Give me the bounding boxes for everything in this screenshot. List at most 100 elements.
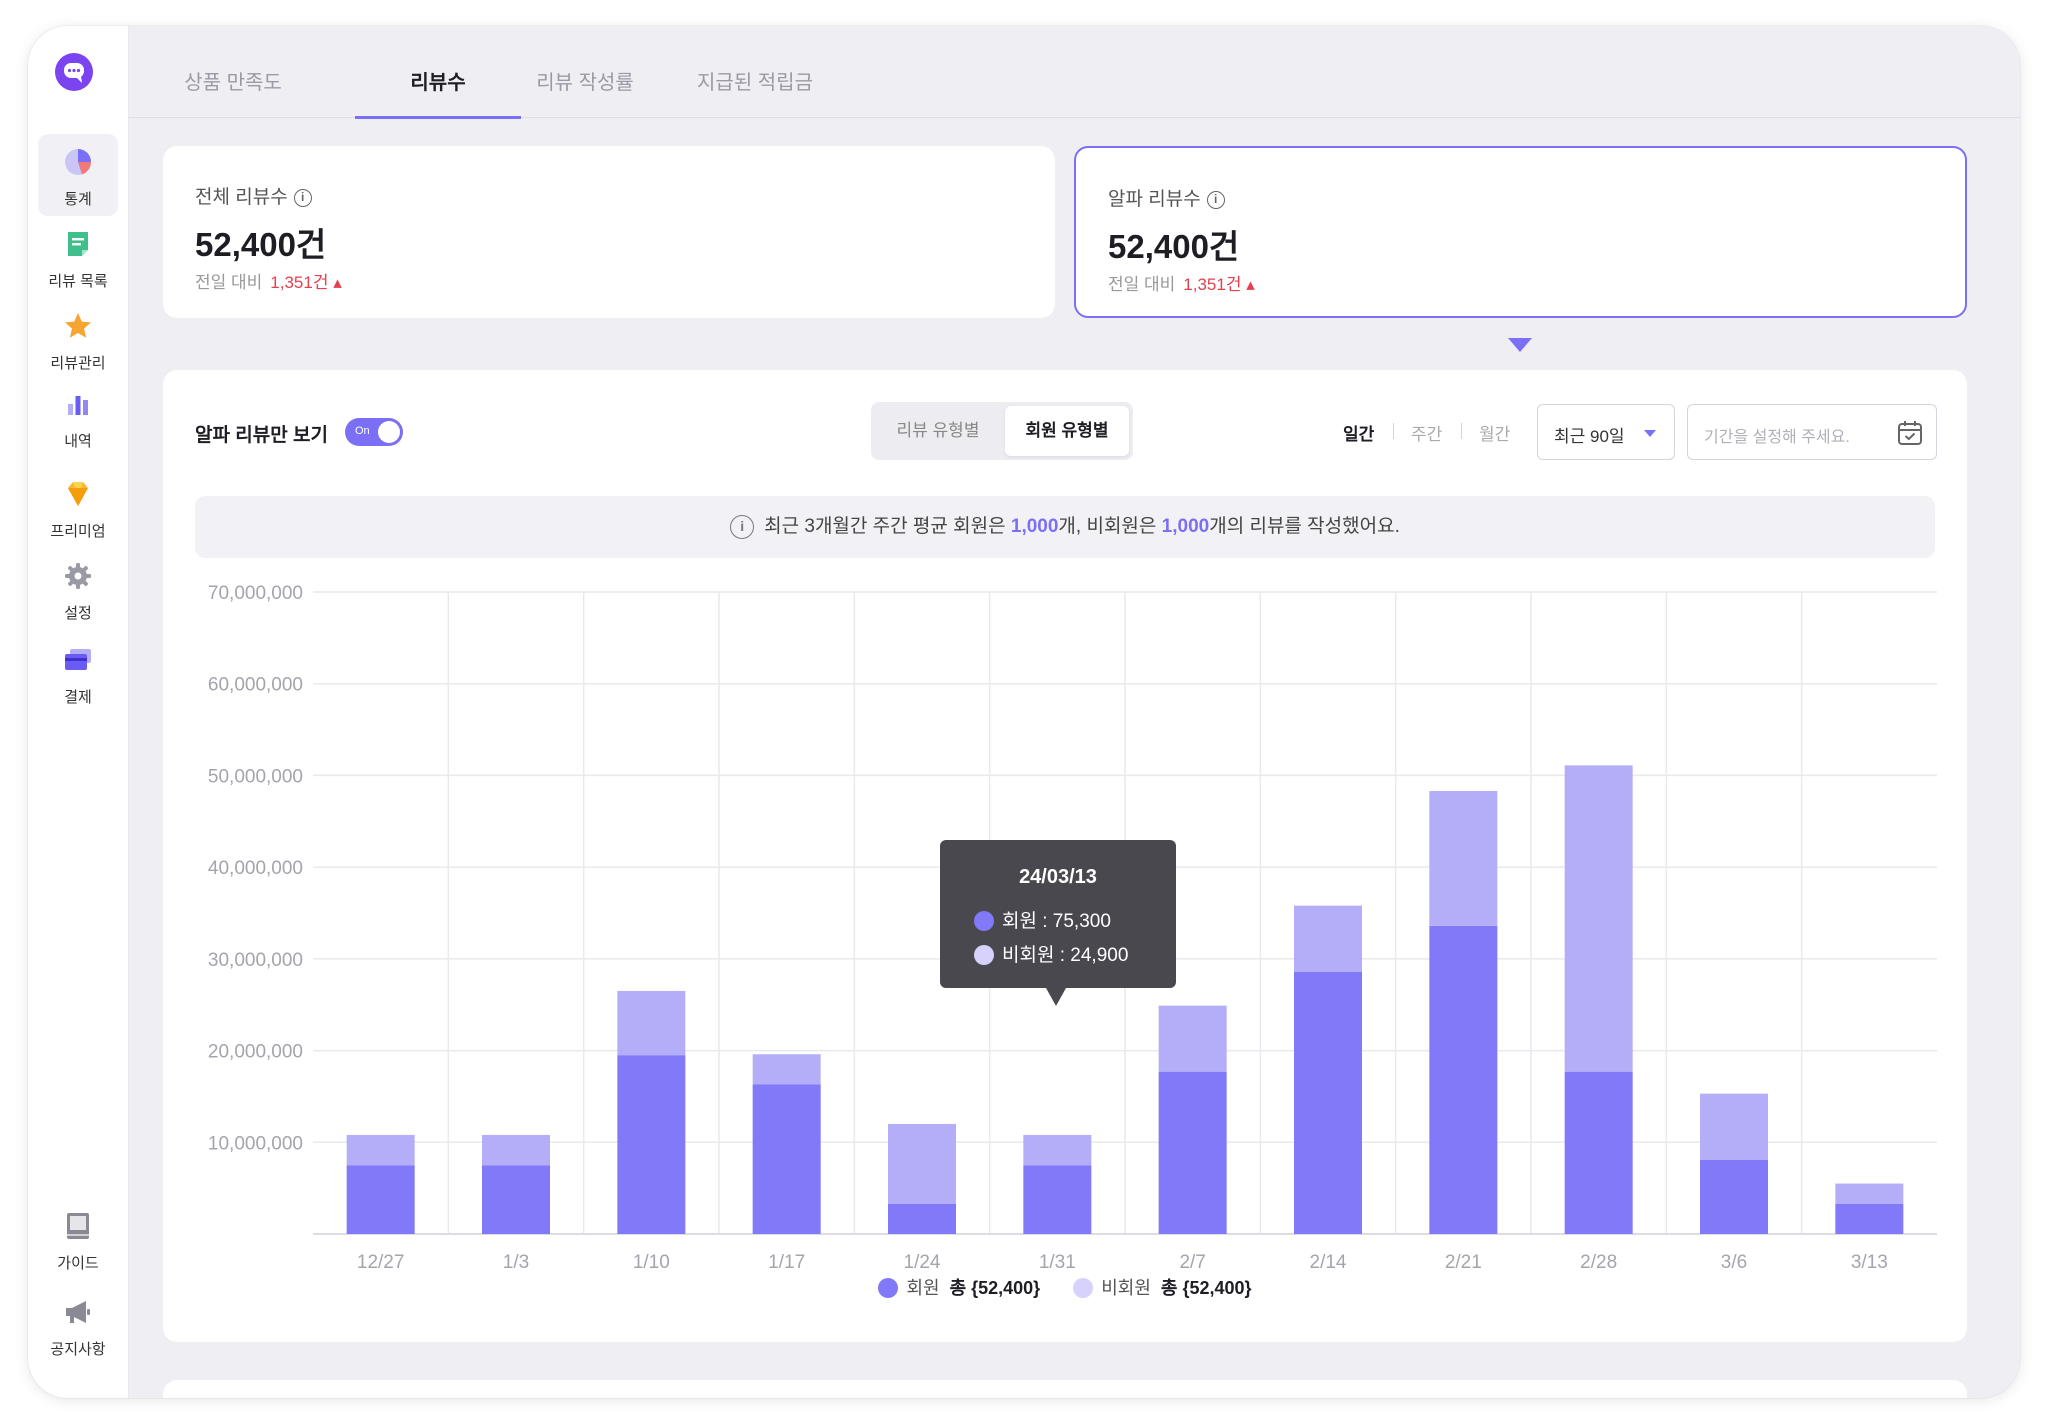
x-tick-label: 1/31 <box>1039 1252 1076 1273</box>
tooltip-title: 24/03/13 <box>1019 866 1097 888</box>
stacked-bar-chart: 70,000,000 60,000,000 50,000,000 40,000,000… <box>208 583 1937 1273</box>
tab-label: 리뷰수 <box>410 72 466 94</box>
bar-member <box>1158 1071 1227 1234</box>
alpha-filter-toggle[interactable]: On <box>345 418 403 446</box>
chart-legend: 회원 총 {52,400} 비회원 총 {52,400} <box>163 1274 1967 1300</box>
calendar-icon[interactable] <box>1896 419 1924 447</box>
member-average: 1,000 <box>1010 516 1059 537</box>
divider <box>1393 423 1394 439</box>
y-tick-label: 70,000,000 <box>208 583 303 604</box>
bar-nonmember <box>1564 765 1633 1072</box>
sidebar-item-label: 공지사항 <box>50 1341 106 1358</box>
legend-item-member[interactable]: 회원 총 {52,400} <box>878 1274 1040 1300</box>
stat-label: 전체 리뷰수 i <box>195 182 312 209</box>
sidebar-item-notice[interactable]: 공지사항 <box>38 1284 118 1366</box>
divider <box>1461 423 1462 439</box>
document-icon <box>68 232 88 256</box>
bar-nonmember <box>1429 791 1498 926</box>
sidebar-item-payment[interactable]: 결제 <box>38 632 118 714</box>
stat-delta: 전일 대비 1,351건 ▴ <box>195 273 342 292</box>
bar-chart-icon <box>68 396 88 415</box>
y-tick-label: 60,000,000 <box>208 675 303 696</box>
notice-banner: i 최근 3개월간 주간 평균 회원은 1,000개, 비회원은 1,000개의 … <box>195 496 1935 558</box>
chart-panel: 알파 리뷰만 보기 On 리뷰 유형별 회원 유형별 일간 주간 월간 최근 9… <box>163 370 1967 1342</box>
tab-bar: 상품 만족도 리뷰수 리뷰 작성률 지급된 적립금 <box>129 26 2020 119</box>
chevron-down-icon <box>1644 430 1656 437</box>
active-tab-indicator <box>355 116 521 119</box>
tab-satisfaction[interactable]: 상품 만족도 <box>173 66 293 118</box>
app-window: 통계 리뷰 목록 리뷰관리 내역 <box>28 26 2020 1398</box>
megaphone-icon <box>66 1301 90 1323</box>
gem-icon <box>68 482 88 506</box>
bar-member <box>1835 1203 1904 1234</box>
sidebar-item-review-list[interactable]: 리뷰 목록 <box>38 216 118 298</box>
x-tick-label: 1/3 <box>503 1252 529 1273</box>
info-icon[interactable]: i <box>1206 190 1225 209</box>
credit-card-icon <box>65 649 91 670</box>
date-range-input[interactable]: 기간을 설정해 주세요. <box>1687 404 1937 460</box>
legend-dot <box>1073 1278 1094 1298</box>
sidebar-item-label: 리뷰 목록 <box>48 273 108 290</box>
sidebar-item-label: 내역 <box>64 433 92 450</box>
gear-icon <box>65 563 91 589</box>
bar-nonmember <box>752 1054 821 1085</box>
sidebar-item-label: 통계 <box>64 191 92 208</box>
bar-member <box>346 1165 415 1234</box>
bar-nonmember <box>617 990 686 1056</box>
bar-member <box>1700 1159 1768 1234</box>
period-weekly[interactable]: 주간 <box>1411 425 1443 444</box>
tooltip-row-nonmember: 비회원 : 24,900 <box>974 940 1128 967</box>
x-tick-label: 2/7 <box>1179 1252 1205 1273</box>
tab-write-rate[interactable]: 리뷰 작성률 <box>525 66 645 118</box>
segment-review-type[interactable]: 리뷰 유형별 <box>896 421 980 440</box>
selected-card-pointer <box>1508 338 1532 352</box>
sidebar-item-review-manage[interactable]: 리뷰관리 <box>38 298 118 380</box>
tab-points[interactable]: 지급된 적립금 <box>685 66 825 118</box>
y-tick-label: 30,000,000 <box>208 950 303 971</box>
chart-tooltip: 24/03/13 회원 : 75,300 비회원 : 24,900 <box>940 840 1176 1006</box>
x-tick-label: 12/27 <box>357 1252 405 1273</box>
sidebar-item-stats[interactable]: 통계 <box>38 134 118 216</box>
sidebar-item-settings[interactable]: 설정 <box>38 548 118 630</box>
bar-nonmember <box>1158 1005 1227 1072</box>
stat-card-alpha[interactable]: 알파 리뷰수 i 52,400건 전일 대비 1,351건 ▴ <box>1074 146 1967 318</box>
period-daily[interactable]: 일간 <box>1343 425 1375 444</box>
legend-item-nonmember[interactable]: 비회원 총 {52,400} <box>1073 1274 1252 1300</box>
x-tick-label: 2/28 <box>1580 1252 1617 1273</box>
x-tick-label: 3/6 <box>1721 1252 1747 1273</box>
bar-member <box>888 1203 956 1234</box>
range-select-value: 최근 90일 <box>1554 427 1625 446</box>
info-icon[interactable]: i <box>293 188 312 207</box>
tooltip-dot <box>974 945 994 965</box>
bar-member <box>482 1165 550 1234</box>
sidebar-item-premium[interactable]: 프리미엄 <box>38 466 118 548</box>
stat-card-total[interactable]: 전체 리뷰수 i 52,400건 전일 대비 1,351건 ▴ <box>163 146 1055 318</box>
tab-label: 지급된 적립금 <box>697 72 813 94</box>
x-tick-label: 1/24 <box>904 1252 941 1273</box>
period-monthly[interactable]: 월간 <box>1479 425 1511 444</box>
bar-nonmember <box>888 1123 956 1204</box>
stat-value: 52,400건 <box>195 226 327 263</box>
sidebar-item-guide[interactable]: 가이드 <box>38 1198 118 1280</box>
app-logo[interactable] <box>54 52 94 92</box>
stat-value: 52,400건 <box>1108 228 1240 265</box>
bar-nonmember <box>346 1134 415 1166</box>
tab-label: 상품 만족도 <box>184 72 282 94</box>
segment-member-type[interactable]: 회원 유형별 <box>1005 406 1129 456</box>
sidebar-item-label: 리뷰관리 <box>50 355 106 372</box>
stat-delta: 전일 대비 1,351건 ▴ <box>1108 275 1255 294</box>
bar-nonmember <box>482 1134 550 1166</box>
sidebar-item-label: 가이드 <box>57 1255 99 1272</box>
x-tick-label: 1/10 <box>633 1252 670 1273</box>
tab-review-count[interactable]: 리뷰수 <box>355 66 521 119</box>
next-panel <box>163 1380 1967 1398</box>
toggle-state: On <box>355 425 370 437</box>
legend-dot <box>878 1278 899 1298</box>
sidebar-item-label: 프리미엄 <box>50 523 106 540</box>
range-select[interactable]: 최근 90일 <box>1537 404 1675 460</box>
bar-member <box>752 1084 821 1234</box>
bar-member <box>1023 1165 1092 1234</box>
sidebar-item-history[interactable]: 내역 <box>38 376 118 458</box>
y-tick-label: 40,000,000 <box>208 858 303 879</box>
bar-member <box>1564 1071 1633 1234</box>
